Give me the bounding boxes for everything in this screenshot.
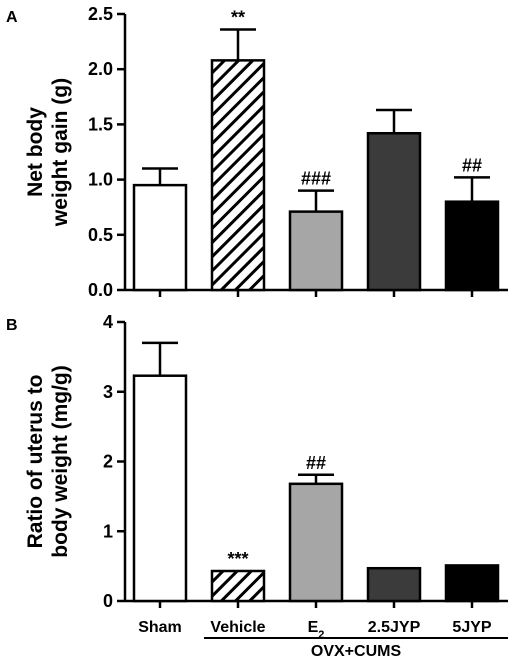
y-axis-title-line: body weight (mg/g)	[49, 365, 72, 557]
significance-label: ##	[462, 155, 482, 175]
y-tick-label: 1.0	[88, 170, 113, 190]
y-tick-label: 0.0	[88, 280, 113, 300]
group-label: OVX+CUMS	[311, 643, 402, 660]
bar	[444, 564, 500, 603]
y-tick-label: 2.0	[88, 59, 113, 79]
bar	[444, 200, 500, 292]
significance-label: ***	[227, 549, 248, 569]
y-tick-label: 2	[103, 452, 113, 472]
bar	[366, 566, 422, 603]
bar	[210, 569, 266, 603]
y-tick-label: 4	[103, 312, 113, 332]
bar	[288, 210, 344, 292]
y-tick-label: 0	[103, 591, 113, 611]
significance-label: ##	[306, 453, 326, 473]
y-tick-label: 3	[103, 382, 113, 402]
y-axis-title-line: Ratio of uterus to	[24, 375, 47, 549]
bar	[132, 374, 188, 603]
x-category-label: 2.5JYP	[368, 619, 421, 636]
panel-letter: A	[6, 9, 18, 26]
bar	[132, 183, 188, 292]
y-tick-label: 1	[103, 521, 113, 541]
y-tick-label: 1.5	[88, 114, 113, 134]
y-axis-title-line: Net body	[24, 107, 47, 197]
x-category-label: Vehicle	[210, 619, 265, 636]
x-category-label: 5JYP	[452, 619, 491, 636]
significance-label: ###	[301, 169, 331, 189]
panel-a: A 0.0 0.5 1.0 1.5 2.0 2.5 Net bodyweight gain (…	[6, 4, 508, 300]
y-axis-title: Ratio of uterus tobody weight (mg/g)	[24, 365, 72, 557]
y-axis-title: Net bodyweight gain (g)	[24, 78, 72, 227]
subscript: 2	[318, 629, 324, 641]
y-tick-label: 2.5	[88, 4, 113, 24]
bar	[288, 482, 344, 603]
significance-label: **	[231, 7, 245, 27]
y-tick-label: 0.5	[88, 225, 113, 245]
y-axis-title-line: weight gain (g)	[49, 78, 72, 227]
panel-b: B 0 1 2 3 4 Ratio of uterus tobody weight (mg/…	[6, 312, 508, 611]
bar	[366, 131, 422, 292]
x-category-label: Sham	[138, 619, 182, 636]
bar	[210, 59, 266, 292]
panel-letter: B	[6, 317, 18, 334]
